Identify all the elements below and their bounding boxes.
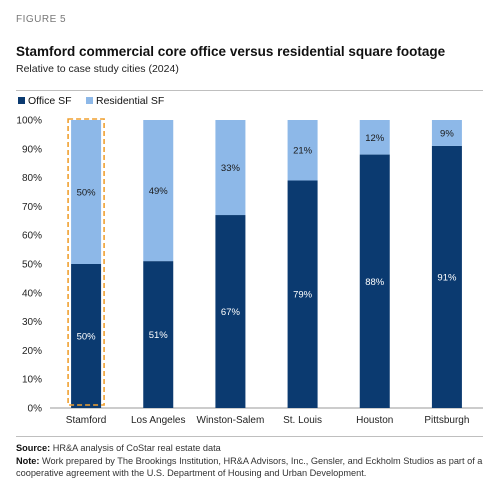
bar-residential (431, 120, 462, 146)
y-tick-label: 20% (22, 346, 42, 357)
bar-residential (71, 120, 102, 264)
x-tick-label: Pittsburgh (424, 415, 469, 426)
y-tick-label: 30% (22, 317, 42, 328)
data-label-office: 50% (77, 332, 97, 343)
data-label-residential: 49% (149, 186, 169, 197)
source-label: Source: (16, 443, 51, 453)
y-tick-label: 90% (22, 144, 42, 155)
bar-office (287, 180, 318, 408)
data-label-residential: 33% (221, 163, 241, 174)
y-tick-label: 40% (22, 288, 42, 299)
data-label-residential: 9% (440, 128, 454, 139)
x-tick-label: Winston-Salem (197, 415, 265, 426)
data-label-office: 67% (221, 307, 241, 318)
note-text: Work prepared by The Brookings Instituti… (16, 455, 483, 479)
y-tick-label: 100% (16, 116, 42, 127)
y-tick-label: 50% (22, 260, 42, 271)
y-tick-label: 60% (22, 231, 42, 242)
source-text: HR&A analysis of CoStar real estate data (52, 443, 221, 453)
data-label-office: 91% (437, 272, 457, 283)
figure-label: FIGURE 5 (16, 14, 67, 25)
stacked-bar-chart: Office SF Residential SF 0% 10% 20% 30% 40% 50%… (0, 90, 499, 435)
data-label-office: 51% (149, 330, 169, 341)
x-tick-label: Stamford (66, 415, 107, 426)
bar-residential (359, 120, 390, 155)
data-label-residential: 21% (293, 146, 313, 157)
bar-office (143, 261, 174, 408)
y-tick-label: 0% (28, 404, 43, 415)
bar-office (431, 145, 462, 409)
source-line: Source: HR&A analysis of CoStar real est… (16, 442, 486, 455)
x-tick-label: St. Louis (283, 415, 322, 426)
data-label-office: 88% (365, 277, 385, 288)
chart-svg: Office SF Residential SF 0% 10% 20% 30% 40% 50%… (16, 95, 483, 426)
bottom-divider (16, 436, 483, 437)
data-label-residential: 50% (77, 188, 97, 199)
chart-subtitle: Relative to case study cities (2024) (16, 63, 179, 75)
legend-swatch-office (18, 97, 25, 104)
data-label-residential: 12% (365, 133, 385, 144)
footnotes: Source: HR&A analysis of CoStar real est… (16, 442, 486, 480)
bar-office (359, 154, 390, 408)
legend-label-office: Office SF (28, 95, 72, 107)
legend-swatch-residential (86, 97, 93, 104)
x-tick-label: Houston (356, 415, 393, 426)
highlight-box (67, 118, 105, 406)
chart-title: Stamford commercial core office versus r… (16, 44, 446, 59)
top-divider (16, 90, 483, 91)
bar-office (215, 215, 246, 408)
data-label-office: 79% (293, 290, 313, 301)
legend-label-residential: Residential SF (96, 95, 164, 107)
bar-residential (215, 120, 246, 216)
bar-residential (143, 120, 174, 262)
note-line: Note: Work prepared by The Brookings Ins… (16, 455, 486, 480)
x-tick-label: Los Angeles (131, 415, 186, 426)
note-label: Note: (16, 455, 40, 466)
y-tick-label: 70% (22, 202, 42, 213)
bar-residential (287, 120, 318, 181)
y-tick-label: 80% (22, 173, 42, 184)
y-tick-label: 10% (22, 375, 42, 386)
bar-office (71, 264, 102, 408)
